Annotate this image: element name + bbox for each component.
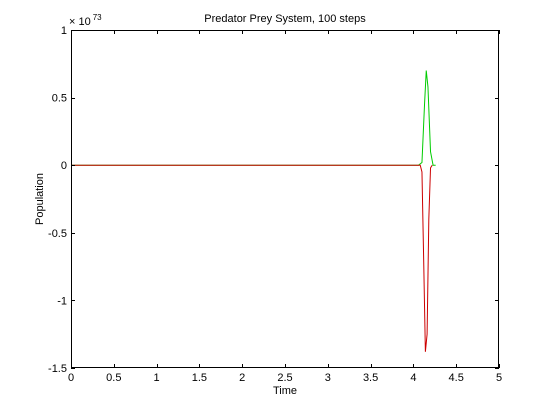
x-tick-label: 1	[154, 372, 160, 384]
series-layer	[71, 70, 436, 352]
y-tick-label: -0.5	[48, 228, 67, 240]
series-line-2	[71, 164, 433, 352]
x-tick-label: 5	[496, 372, 502, 384]
x-axis-title: Time	[273, 385, 297, 397]
x-tick-label: 4	[410, 372, 416, 384]
tick-layer: 0 0.5 1 1.5 2 2.5 3 3.5 4 4.5 5 -1.5 -1 -0.5 0 0.5 1	[48, 25, 502, 384]
x-tick-label: 2	[239, 372, 245, 384]
y-tick-label: -1	[57, 295, 67, 307]
x-tick-label: 1.5	[192, 372, 207, 384]
x-tick-label: 0	[68, 372, 74, 384]
y-tick-label: -1.5	[48, 363, 67, 375]
x-tick-label: 3	[325, 372, 331, 384]
x-tick-label: 2.5	[277, 372, 292, 384]
series-line-1	[71, 70, 436, 166]
chart-title: Predator Prey System, 100 steps	[204, 13, 366, 25]
y-axis-title: Population	[34, 173, 46, 225]
y-tick-label: 0	[61, 160, 67, 172]
plot-area	[71, 30, 499, 368]
x-tick-label: 0.5	[106, 372, 121, 384]
y-tick-label: 1	[61, 25, 67, 37]
y-axis-exponent: × 10 73	[69, 13, 102, 28]
x-tick-label: 4.5	[449, 372, 464, 384]
y-tick-label: 0.5	[52, 93, 67, 105]
x-tick-label: 3.5	[363, 372, 378, 384]
y-axis-exponent-power: 73	[93, 13, 102, 22]
y-axis-exponent-base: × 10	[69, 16, 91, 28]
